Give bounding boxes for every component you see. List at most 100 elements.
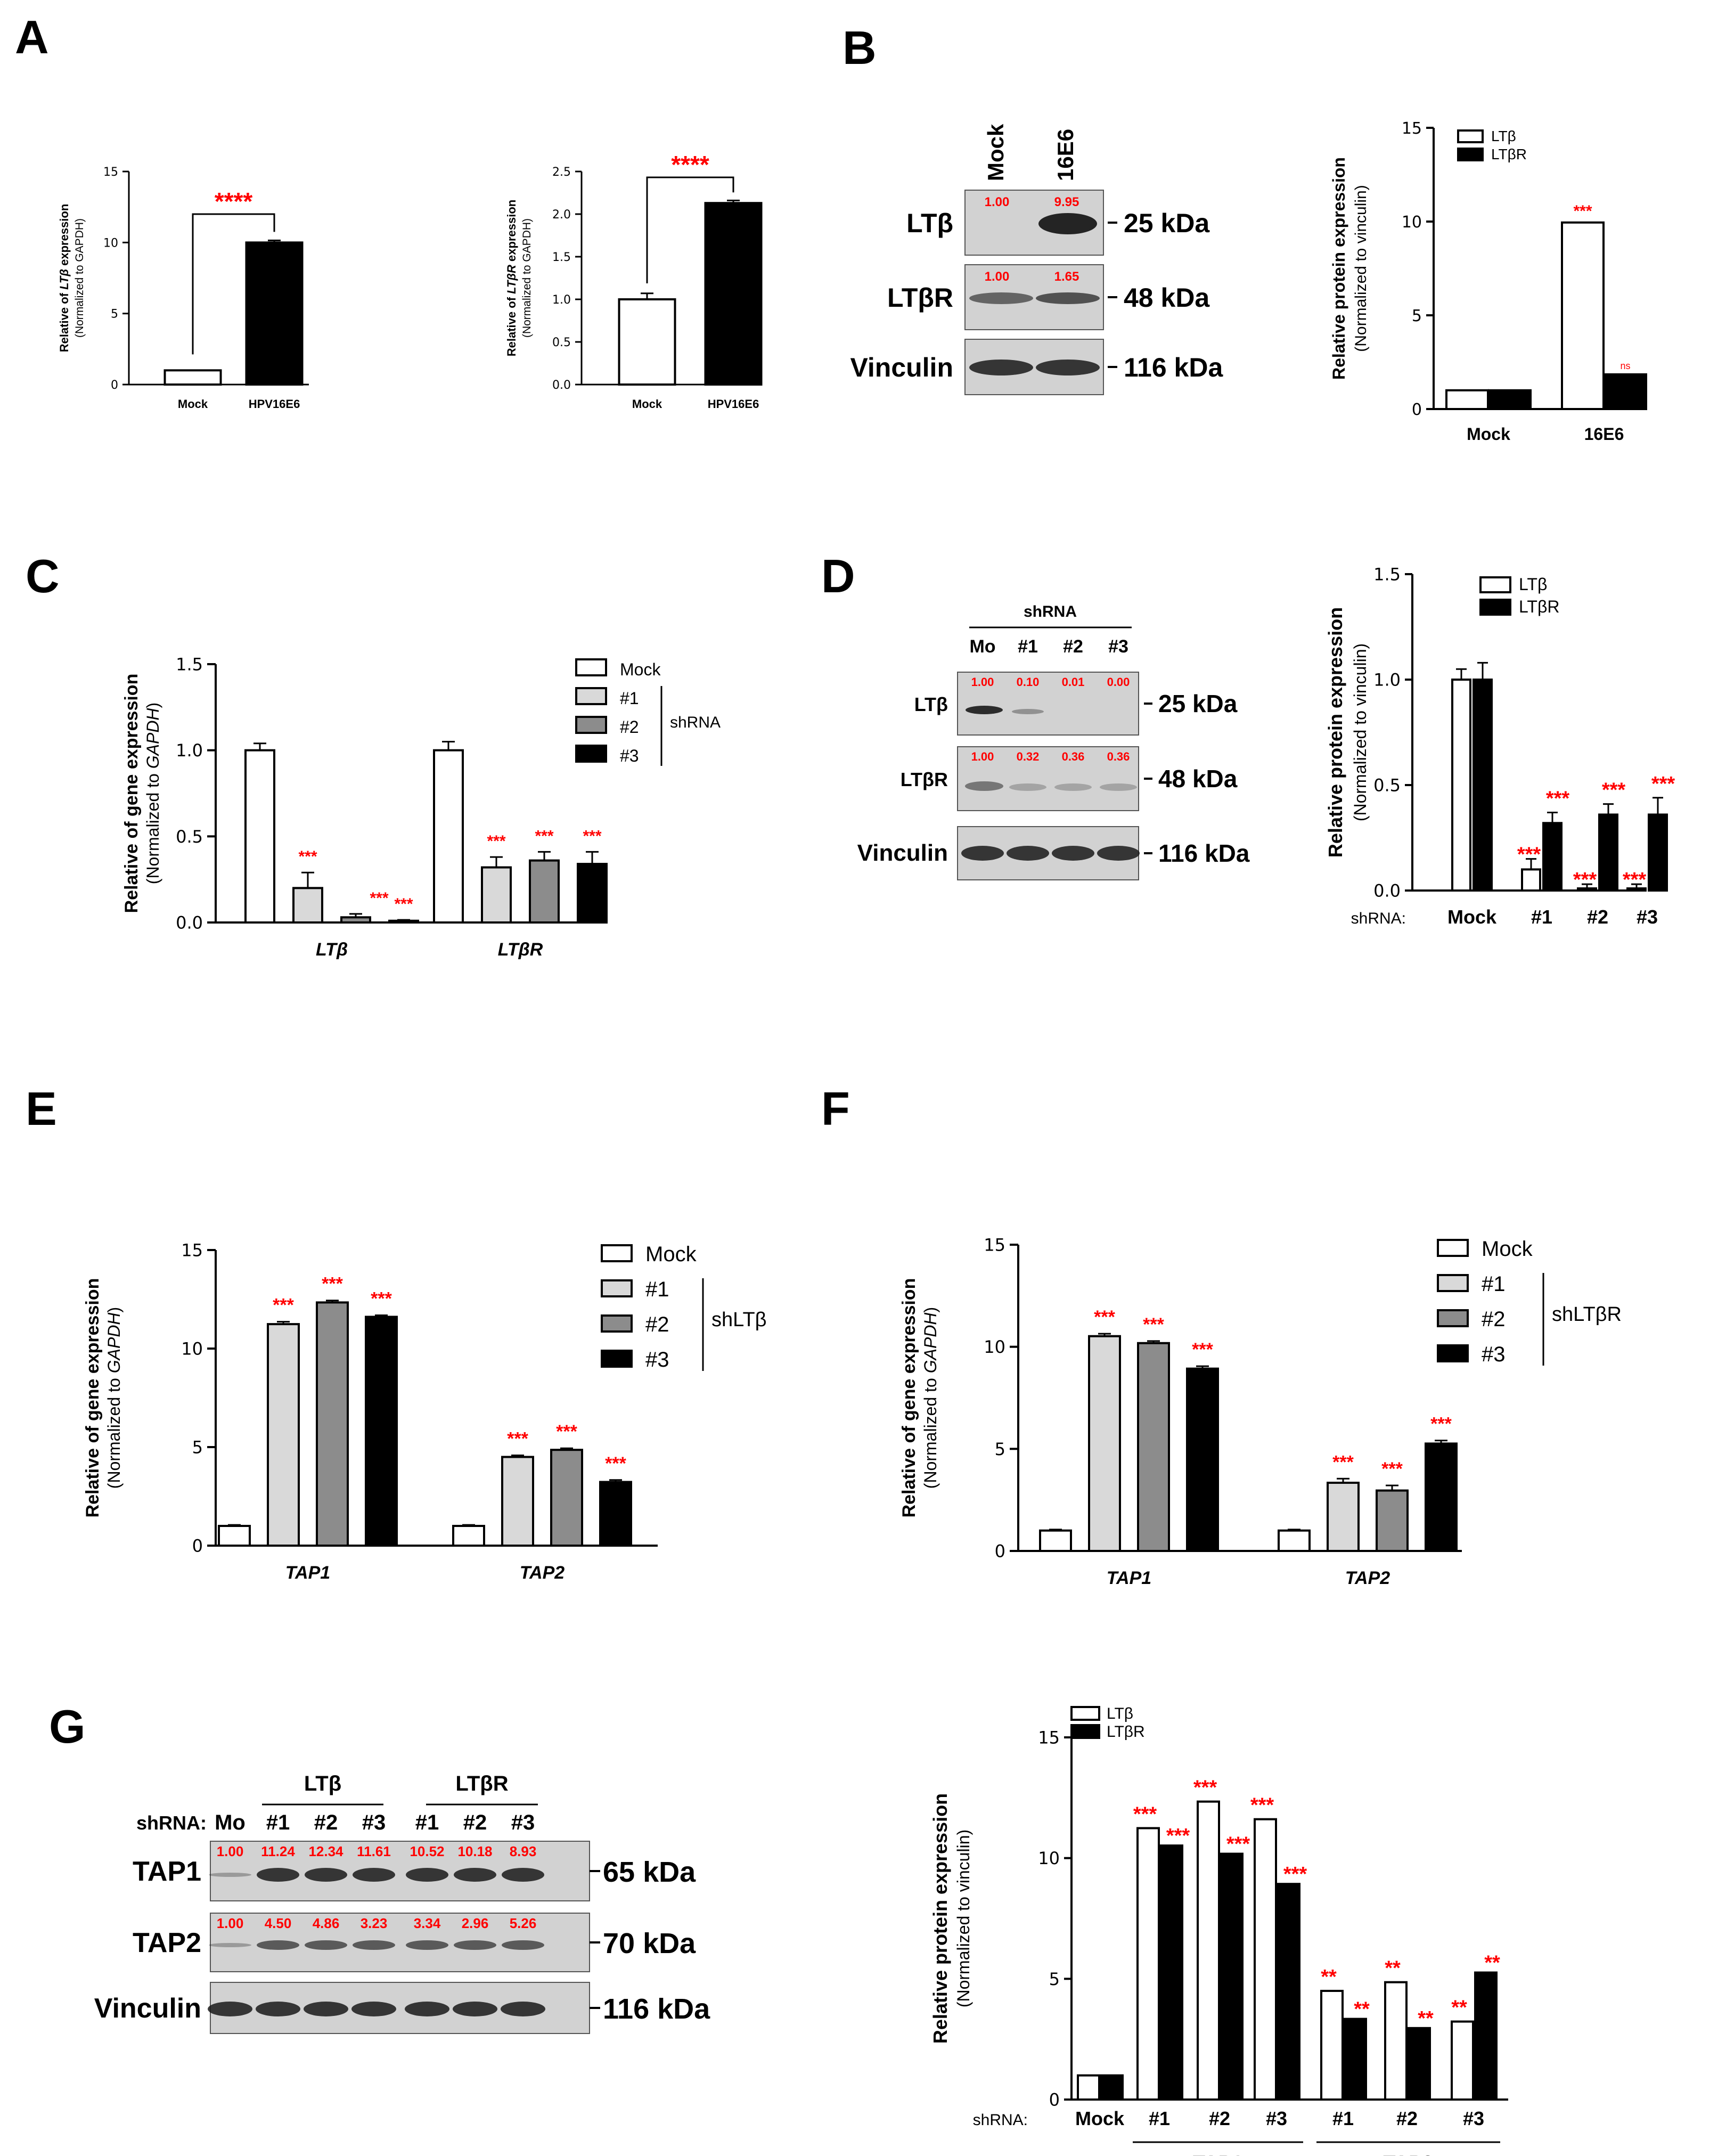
significance-stars: ***	[1546, 787, 1570, 810]
blot-band	[353, 1940, 395, 1950]
blot-band	[209, 1943, 251, 1947]
y-axis-label-2: (Normalized to GAPDH)	[104, 1307, 124, 1489]
y-axis-label: Relative of gene expression	[121, 674, 142, 913]
y-tick-label: 15	[1038, 1728, 1060, 1748]
bar	[1327, 1481, 1360, 1552]
blot-kda-label: 48 kDa	[1158, 765, 1238, 793]
x-tick-label: #1	[1332, 2108, 1354, 2129]
y-tick-label: 15	[103, 166, 118, 179]
y-axis-label-2: (Normalized to GAPDH)	[521, 218, 533, 338]
y-tick-label: 10	[984, 1337, 1005, 1357]
y-axis-label: Relative protein expression	[929, 1793, 951, 2044]
significance-stars: ***	[487, 832, 505, 850]
bar	[704, 202, 763, 386]
blot-quant-value: 0.00	[1107, 675, 1130, 689]
y-tick-label: 10	[1402, 213, 1422, 232]
bar	[1197, 1800, 1220, 2101]
legend-swatch	[1457, 129, 1484, 143]
blot-quant-value: 1.65	[1054, 270, 1079, 284]
y-axis-label: Relative of gene expression	[899, 1278, 919, 1518]
blot-quant-value: 12.34	[308, 1843, 343, 1859]
y-tick-label: 1.5	[552, 251, 571, 264]
bar	[292, 887, 323, 924]
bar	[1254, 1818, 1277, 2101]
x-tick-label: #1	[1531, 906, 1552, 928]
blot-row-label: LTβR	[901, 769, 948, 790]
bar	[1137, 1342, 1170, 1552]
bar	[1384, 1981, 1408, 2101]
x-tick-label: Mock	[178, 397, 208, 411]
blot-kda-label: 116 kDa	[1158, 839, 1250, 867]
blot-quant-value: 1.00	[971, 675, 994, 689]
legend-swatch	[601, 1279, 633, 1297]
bar	[316, 1301, 349, 1547]
y-tick-label: 0.5	[176, 827, 203, 847]
blot-membrane	[957, 672, 1139, 736]
blot-band	[256, 2002, 300, 2016]
y-tick-label: 1.5	[176, 655, 203, 675]
legend-swatch	[1457, 148, 1484, 161]
blot-band	[304, 2002, 348, 2016]
x-tick-label: #1	[1149, 2108, 1170, 2129]
bar	[267, 1323, 300, 1547]
legend-swatch	[1070, 1724, 1100, 1739]
x-tick-label: #3	[1266, 2108, 1287, 2129]
significance-stars: ****	[671, 151, 709, 178]
legend-label: LTβ	[1491, 128, 1516, 144]
y-axis-label-part: expression	[505, 200, 518, 265]
significance-stars: ***	[1166, 1825, 1190, 1847]
legend-label: LTβ	[1107, 1705, 1133, 1722]
legend-label: LTβR	[1491, 146, 1527, 162]
y-tick-label: 0	[1049, 2090, 1060, 2110]
y-axis-label-2-part: GAPDH	[921, 1312, 940, 1374]
y-tick-label: 0	[192, 1536, 203, 1556]
bar	[1473, 679, 1493, 892]
significance-stars: **	[1321, 1966, 1337, 1988]
significance-stars: ***	[1381, 1459, 1403, 1479]
blot-group-label: shRNA	[1024, 603, 1077, 620]
y-axis-label-2: (Normalized to GAPDH)	[143, 703, 162, 884]
x-prefix-label: shRNA:	[1351, 910, 1406, 927]
significance-stars: ***	[1602, 779, 1626, 802]
blot-quant-value: 3.34	[414, 1915, 441, 1931]
blot-band	[406, 1868, 448, 1882]
blot-lane-label: #2	[1063, 636, 1083, 657]
bar	[163, 369, 222, 386]
blot-lane-label: #1	[1018, 636, 1038, 657]
blot-band	[406, 1940, 448, 1950]
significance-stars: ***	[1193, 1777, 1217, 1799]
y-tick-label: 1.0	[176, 740, 203, 761]
bar	[1277, 1883, 1300, 2101]
blot-band	[1097, 846, 1140, 861]
significance-stars: ***	[394, 895, 413, 913]
bar	[365, 1316, 398, 1547]
legend-label: #1	[1482, 1272, 1506, 1296]
blot-quant-value: 0.01	[1062, 675, 1085, 689]
blot-kda-label: 25 kDa	[1158, 690, 1238, 717]
y-axis-label-part: LTβR	[505, 265, 518, 294]
blot-band	[1100, 783, 1137, 791]
legend-label: #2	[645, 1313, 669, 1336]
bar	[1425, 1442, 1458, 1553]
bar	[481, 866, 512, 924]
x-tick-label: TAP1	[285, 1563, 330, 1583]
blot-band	[453, 2002, 497, 2016]
bar	[1474, 1971, 1498, 2101]
blot-quant-value: 1.00	[985, 270, 1010, 284]
panel-label-F: F	[821, 1082, 850, 1135]
significance-bracket	[646, 176, 734, 283]
blot-row-label: LTβR	[887, 283, 953, 313]
blot-band	[966, 706, 1003, 714]
significance-stars: ***	[1332, 1452, 1354, 1472]
legend-group-label: shLTβ	[711, 1309, 767, 1331]
blot-row-label: LTβ	[906, 208, 953, 238]
y-axis-label-2: (Normalized to vinculin)	[1351, 643, 1370, 821]
x-tick-label: #3	[1637, 906, 1658, 928]
y-tick-label: 1.0	[1373, 670, 1401, 690]
blot-kda-label: 116 kDa	[603, 1993, 710, 2025]
blot-row-label: TAP2	[133, 1928, 201, 1958]
panel-label-E: E	[26, 1082, 57, 1135]
bar	[1136, 1827, 1160, 2101]
y-axis-label-2: (Normalized to vinculin)	[954, 1830, 973, 2007]
